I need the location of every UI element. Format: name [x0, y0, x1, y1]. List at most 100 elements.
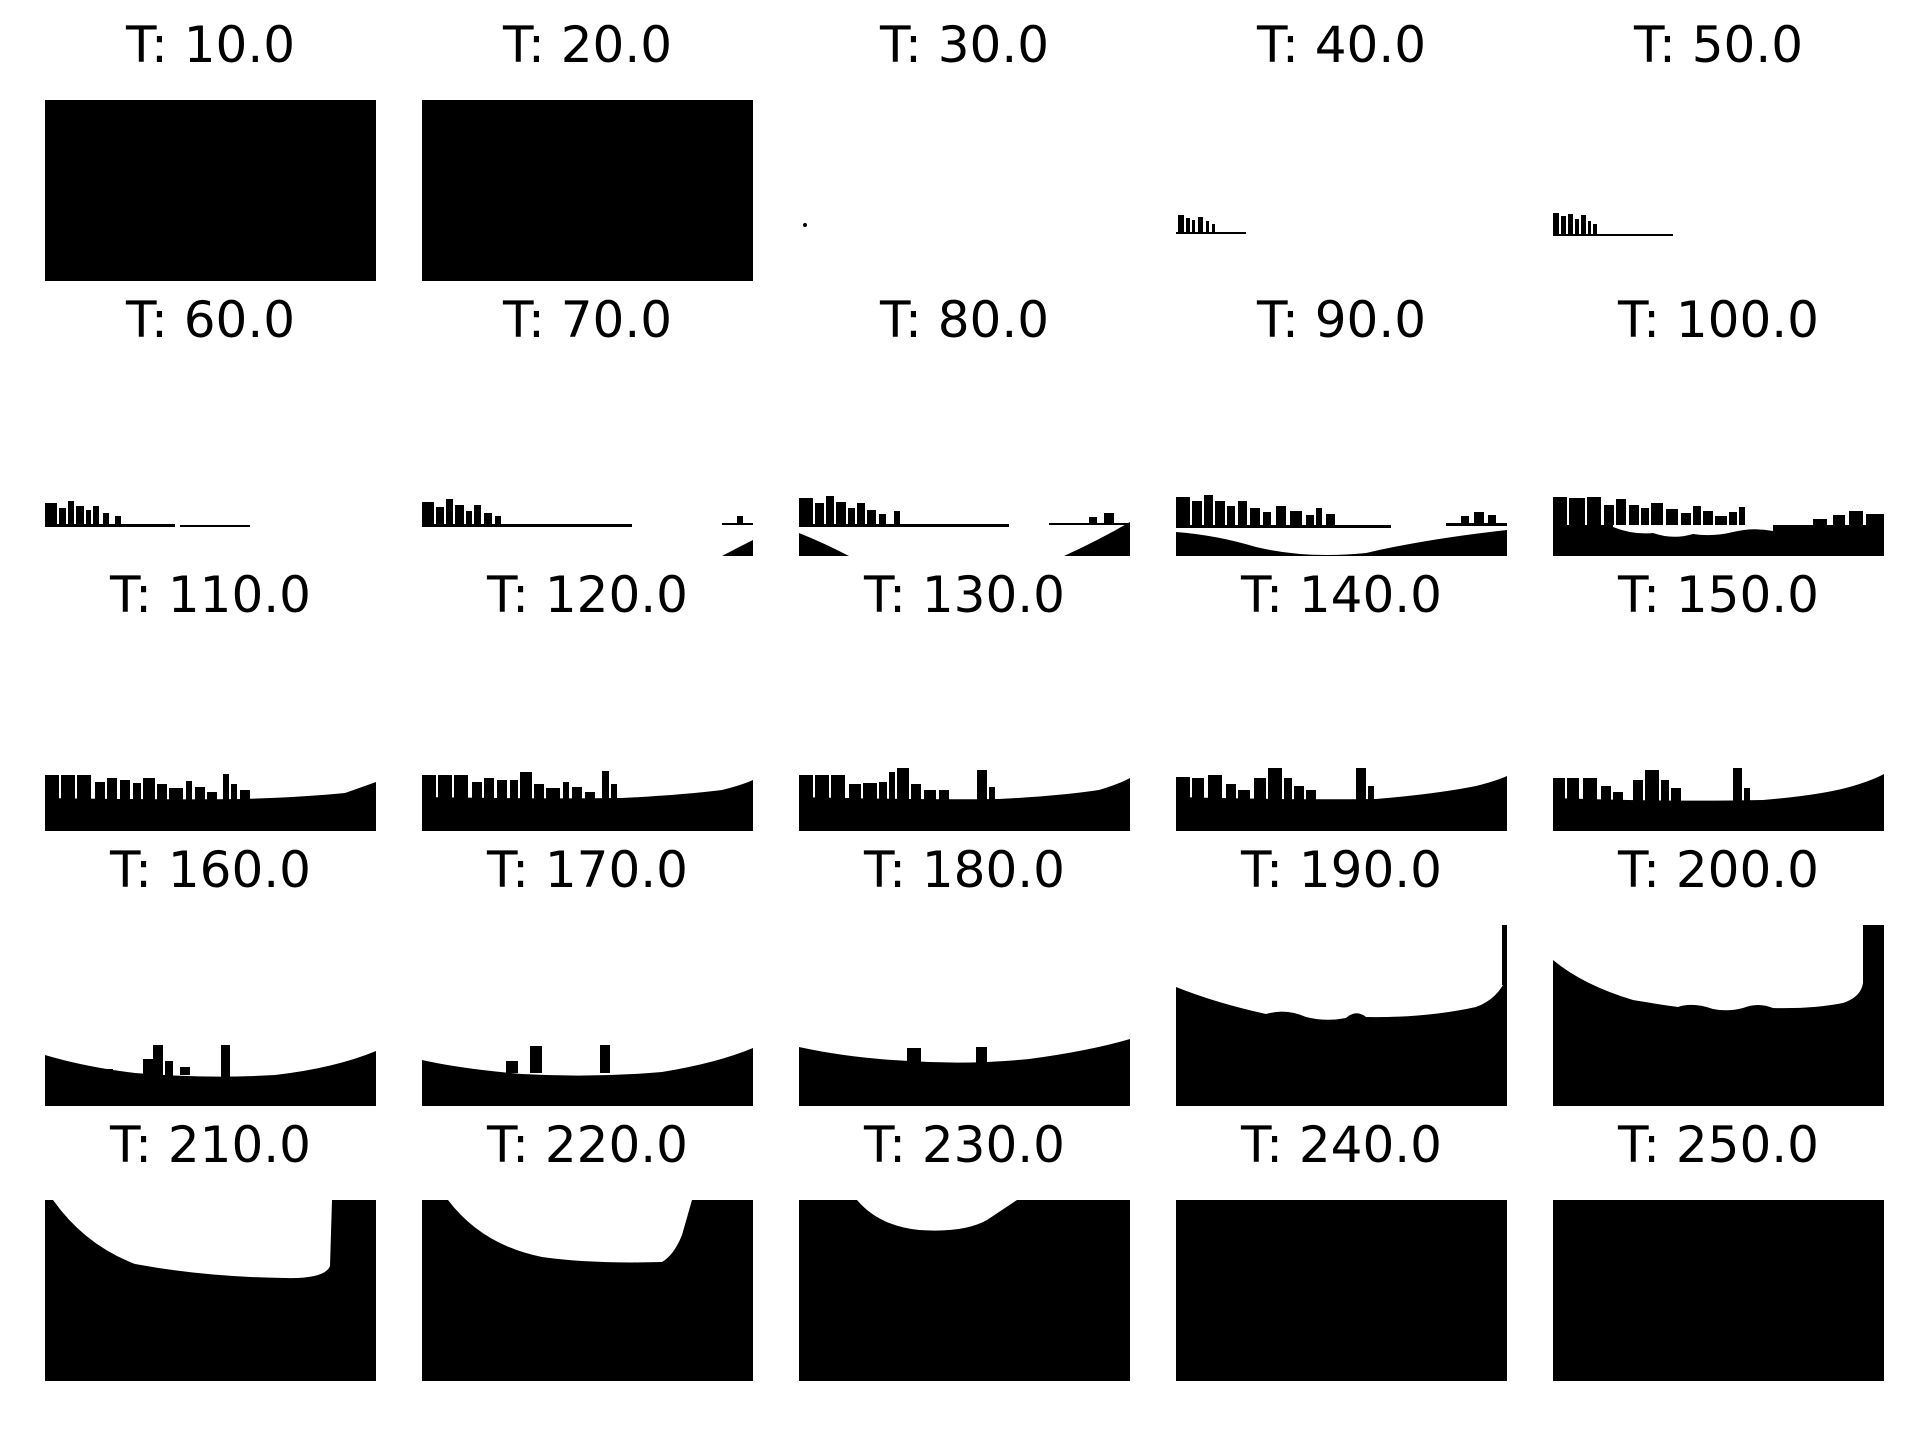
mask-svg: [799, 768, 1130, 831]
mask-svg: [422, 771, 753, 831]
panel-t100: T: 100.0: [1553, 275, 1884, 556]
panel-title: T: 250.0: [1618, 1116, 1819, 1174]
binary-mask-image: [799, 650, 1130, 831]
mask-svg: [799, 496, 1130, 556]
binary-mask-image: [422, 650, 753, 831]
binary-mask-image: [422, 1200, 753, 1381]
mask-svg: [1553, 925, 1884, 1106]
mask-svg: [1553, 213, 1673, 236]
panel-t10: T: 10.0: [45, 0, 376, 281]
panel-title: T: 90.0: [1256, 291, 1427, 349]
panel-title: T: 30.0: [879, 16, 1050, 74]
panel-title: T: 180.0: [864, 841, 1065, 899]
binary-mask-image: [45, 925, 376, 1106]
binary-mask-image: [1176, 1200, 1507, 1381]
panel-t20: T: 20.0: [422, 0, 753, 281]
mask-svg: [1553, 1200, 1884, 1381]
binary-mask-image: [1553, 925, 1884, 1106]
binary-mask-image: [45, 1200, 376, 1381]
binary-mask-image: [1176, 100, 1507, 281]
binary-mask-image: [1176, 375, 1507, 556]
binary-mask-image: [1553, 1200, 1884, 1381]
binary-mask-image: [422, 100, 753, 281]
panel-title: T: 200.0: [1618, 841, 1819, 899]
panel-title: T: 100.0: [1618, 291, 1819, 349]
mask-svg: [1553, 497, 1884, 556]
mask-svg: [45, 1200, 376, 1381]
binary-mask-image: [799, 375, 1130, 556]
mask-svg: [45, 100, 376, 281]
panel-title: T: 190.0: [1241, 841, 1442, 899]
binary-mask-image: [799, 1200, 1130, 1381]
panel-t40: T: 40.0: [1176, 0, 1507, 281]
binary-mask-image: [45, 100, 376, 281]
panel-title: T: 70.0: [502, 291, 673, 349]
panel-title: T: 160.0: [110, 841, 311, 899]
binary-mask-image: [45, 375, 376, 556]
mask-svg: [422, 1200, 753, 1381]
panel-t130: T: 130.0: [799, 550, 1130, 831]
mask-svg: [1176, 215, 1246, 234]
panel-title: T: 10.0: [125, 16, 296, 74]
panel-title: T: 130.0: [864, 566, 1065, 624]
panel-title: T: 210.0: [110, 1116, 311, 1174]
mask-svg: [803, 223, 807, 227]
panel-title: T: 170.0: [487, 841, 688, 899]
panel-title: T: 240.0: [1241, 1116, 1442, 1174]
mask-svg: [45, 1045, 376, 1106]
mask-svg: [1176, 768, 1507, 831]
mask-svg: [422, 499, 753, 556]
mask-svg: [1553, 768, 1884, 831]
panel-t210: T: 210.0: [45, 1100, 376, 1381]
panel-t230: T: 230.0: [799, 1100, 1130, 1381]
panel-t200: T: 200.0: [1553, 825, 1884, 1106]
mask-svg: [1176, 925, 1507, 1106]
mask-svg: [799, 1200, 1130, 1381]
binary-mask-image: [422, 375, 753, 556]
binary-mask-image: [422, 925, 753, 1106]
binary-mask-image: [1553, 650, 1884, 831]
mask-svg: [799, 1039, 1130, 1106]
mask-svg: [45, 501, 250, 527]
panel-title: T: 60.0: [125, 291, 296, 349]
binary-mask-image: [1553, 375, 1884, 556]
panel-title: T: 80.0: [879, 291, 1050, 349]
binary-mask-image: [1553, 100, 1884, 281]
panel-t170: T: 170.0: [422, 825, 753, 1106]
panel-t240: T: 240.0: [1176, 1100, 1507, 1381]
panel-t80: T: 80.0: [799, 275, 1130, 556]
panel-title: T: 230.0: [864, 1116, 1065, 1174]
panel-title: T: 20.0: [502, 16, 673, 74]
panel-title: T: 120.0: [487, 566, 688, 624]
panel-t110: T: 110.0: [45, 550, 376, 831]
panel-title: T: 140.0: [1241, 566, 1442, 624]
mask-svg: [45, 774, 376, 831]
panel-t160: T: 160.0: [45, 825, 376, 1106]
binary-mask-image: [1176, 650, 1507, 831]
mask-svg: [422, 100, 753, 281]
panel-t70: T: 70.0: [422, 275, 753, 556]
panel-t120: T: 120.0: [422, 550, 753, 831]
panel-title: T: 220.0: [487, 1116, 688, 1174]
binary-mask-image: [799, 925, 1130, 1106]
panel-title: T: 50.0: [1633, 16, 1804, 74]
panel-title: T: 40.0: [1256, 16, 1427, 74]
panel-title: T: 110.0: [110, 566, 311, 624]
panel-t150: T: 150.0: [1553, 550, 1884, 831]
panel-t60: T: 60.0: [45, 275, 376, 556]
mask-svg: [1176, 1200, 1507, 1381]
panel-t180: T: 180.0: [799, 825, 1130, 1106]
panel-t190: T: 190.0: [1176, 825, 1507, 1106]
panel-t50: T: 50.0: [1553, 0, 1884, 281]
panel-t220: T: 220.0: [422, 1100, 753, 1381]
panel-t250: T: 250.0: [1553, 1100, 1884, 1381]
binary-mask-image: [45, 650, 376, 831]
panel-t30: T: 30.0: [799, 0, 1130, 281]
mask-svg: [1176, 495, 1507, 556]
binary-mask-image: [799, 100, 1130, 281]
binary-mask-image: [1176, 925, 1507, 1106]
mask-svg: [422, 1045, 753, 1106]
panel-t90: T: 90.0: [1176, 275, 1507, 556]
panel-t140: T: 140.0: [1176, 550, 1507, 831]
